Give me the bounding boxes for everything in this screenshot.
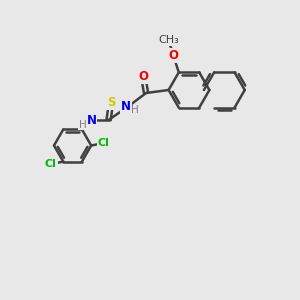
Text: Cl: Cl	[45, 159, 57, 169]
Text: H: H	[131, 105, 139, 115]
Text: S: S	[107, 96, 115, 109]
Text: H: H	[79, 119, 86, 130]
Text: N: N	[86, 113, 97, 127]
Text: N: N	[121, 100, 131, 113]
Text: O: O	[168, 49, 178, 62]
Text: O: O	[138, 70, 148, 83]
Text: CH₃: CH₃	[158, 35, 179, 45]
Text: Cl: Cl	[98, 138, 110, 148]
